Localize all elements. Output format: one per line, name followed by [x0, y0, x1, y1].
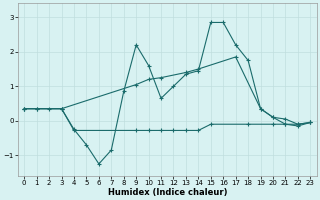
X-axis label: Humidex (Indice chaleur): Humidex (Indice chaleur)	[108, 188, 227, 197]
